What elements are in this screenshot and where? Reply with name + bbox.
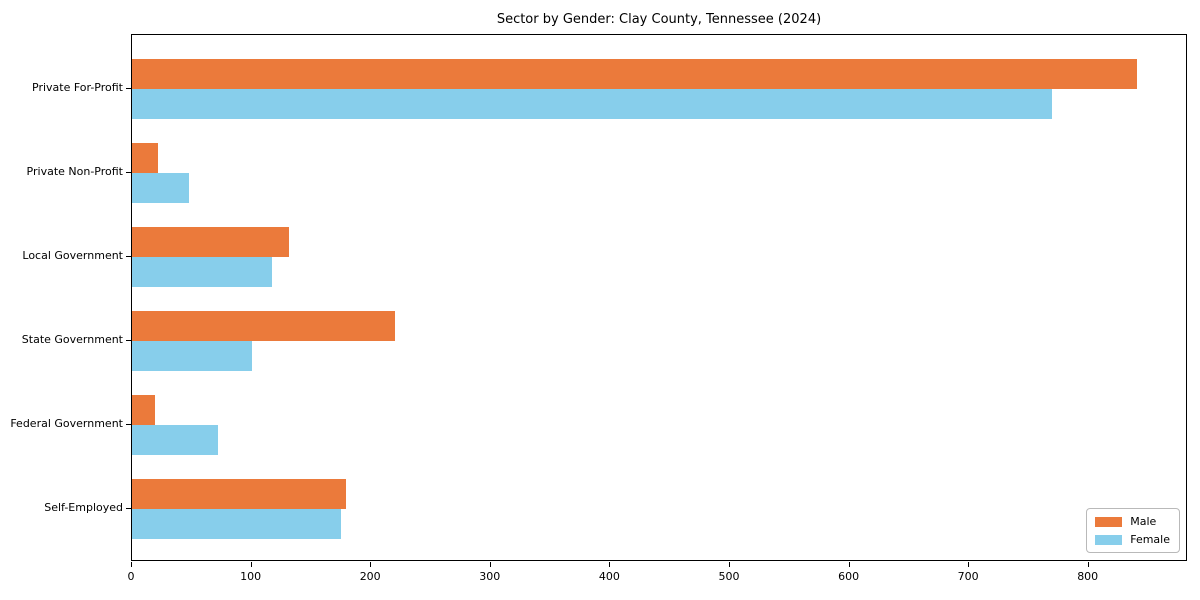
bar-female-state-government xyxy=(132,341,252,371)
x-tick-mark xyxy=(848,562,850,567)
y-tick-mark xyxy=(126,340,131,341)
bar-female-local-government xyxy=(132,257,272,287)
y-axis-label-private-for-profit: Private For-Profit xyxy=(32,81,123,94)
bar-male-private-for-profit xyxy=(132,59,1137,89)
bar-female-private-for-profit xyxy=(132,89,1052,119)
x-axis-tick-label: 400 xyxy=(598,570,620,583)
legend-entry-female: Female xyxy=(1095,533,1170,546)
bar-male-local-government xyxy=(132,227,289,257)
y-axis-label-private-non-profit: Private Non-Profit xyxy=(26,165,123,178)
x-tick-mark xyxy=(489,562,491,567)
y-axis-label-self-employed: Self-Employed xyxy=(44,501,123,514)
x-axis-tick-label: 700 xyxy=(957,570,979,583)
x-tick-mark xyxy=(1087,562,1089,567)
x-axis-tick-label: 200 xyxy=(359,570,381,583)
chart-title: Sector by Gender: Clay County, Tennessee… xyxy=(496,12,822,27)
y-axis-label-federal-government: Federal Government xyxy=(10,417,123,430)
y-tick-mark xyxy=(126,424,131,425)
legend-male-swatch xyxy=(1095,516,1123,527)
x-tick-mark xyxy=(609,562,611,567)
y-tick-mark xyxy=(126,256,131,257)
x-axis-tick-label: 800 xyxy=(1077,570,1099,583)
x-tick-mark xyxy=(250,562,252,567)
legend-entry-male: Male xyxy=(1095,515,1170,528)
legend: Male Female xyxy=(1086,508,1180,553)
y-axis-label-state-government: State Government xyxy=(21,333,123,346)
x-axis-tick-label: 300 xyxy=(479,570,501,583)
y-tick-mark xyxy=(126,508,131,509)
x-tick-mark xyxy=(729,562,730,567)
y-axis-label-local-government: Local Government xyxy=(22,249,123,262)
x-axis-tick-label: 0 xyxy=(127,570,135,583)
x-axis-tick-label: 600 xyxy=(838,570,860,583)
x-tick-mark xyxy=(370,562,372,567)
x-axis-tick-label: 100 xyxy=(240,570,262,583)
bar-male-private-non-profit xyxy=(132,143,159,173)
bar-male-federal-government xyxy=(132,395,155,425)
bar-female-private-non-profit xyxy=(132,173,190,203)
bar-female-self-employed xyxy=(132,509,342,539)
bar-male-state-government xyxy=(132,311,396,341)
legend-male-label: Male xyxy=(1130,515,1157,528)
legend-female-swatch xyxy=(1095,534,1123,545)
x-axis-tick-label: 500 xyxy=(718,570,740,583)
legend-female-label: Female xyxy=(1130,533,1170,546)
x-tick-mark xyxy=(968,562,970,567)
plot-area: Male Female xyxy=(131,34,1187,561)
x-tick-mark xyxy=(131,562,132,567)
y-tick-mark xyxy=(126,172,131,173)
bar-female-federal-government xyxy=(132,425,219,455)
y-tick-mark xyxy=(126,88,131,89)
bar-male-self-employed xyxy=(132,479,347,509)
